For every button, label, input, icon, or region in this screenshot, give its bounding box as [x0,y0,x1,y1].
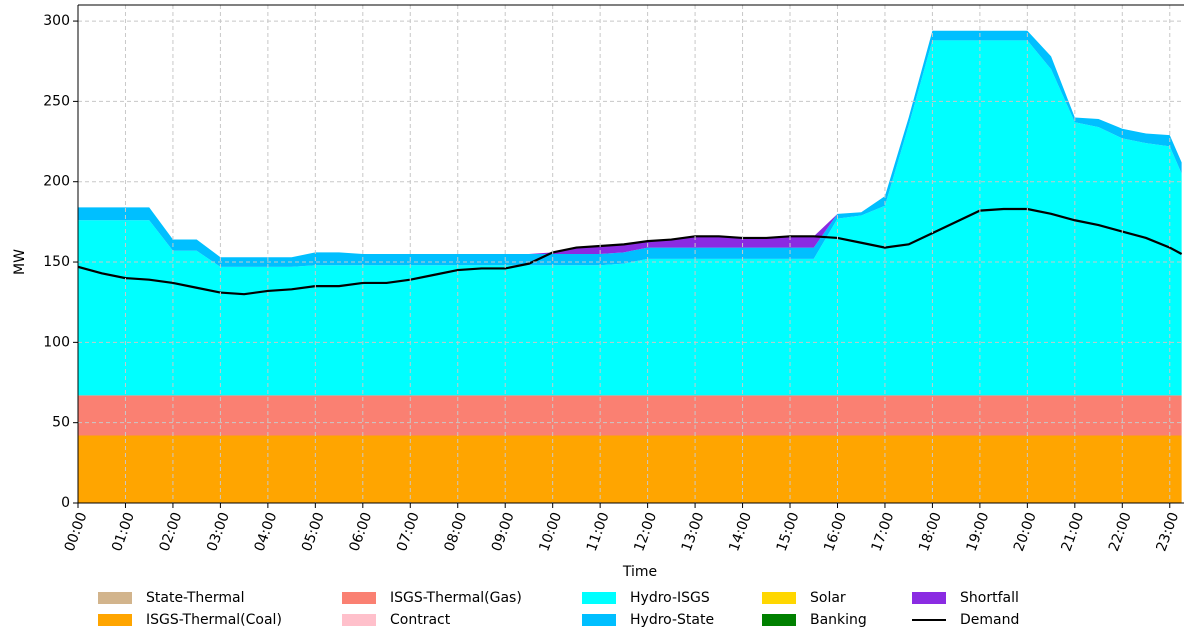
area [78,40,1182,396]
legend-label: Solar [810,590,846,606]
x-tick-label: 15:00 [774,510,803,553]
x-tick-label: 04:00 [252,510,281,553]
y-tick-label: 200 [43,174,70,190]
y-tick-label: 250 [43,93,70,109]
legend-label: Banking [810,612,867,628]
x-tick-label: 14:00 [726,510,755,553]
x-tick-label: 09:00 [489,510,518,553]
x-tick-label: 02:00 [157,510,186,553]
x-tick-label: 07:00 [394,510,423,553]
y-axis-label: MW [12,249,28,275]
y-tick-label: 150 [43,254,70,270]
x-tick-label: 06:00 [346,510,375,553]
x-tick-label: 00:00 [62,510,91,553]
plot-area [78,30,1183,503]
x-tick-label: 18:00 [916,510,945,553]
area [78,435,1182,503]
x-tick-label: 08:00 [441,510,470,553]
legend-swatch [762,614,796,626]
x-tick-label: 01:00 [109,510,138,553]
legend-swatch [342,614,376,626]
x-tick-label: 12:00 [631,510,660,553]
area [78,395,1182,436]
x-tick-label: 17:00 [869,510,898,553]
x-tick-label: 13:00 [679,510,708,553]
y-tick-label: 100 [43,334,70,350]
x-tick-label: 11:00 [584,510,613,553]
legend-label: ISGS-Thermal(Gas) [390,590,522,606]
x-tick-label: 03:00 [204,510,233,553]
legend-label: ISGS-Thermal(Coal) [146,612,282,628]
x-tick-label: 10:00 [536,510,565,553]
legend-label: Demand [960,612,1019,628]
x-tick-label: 22:00 [1106,510,1135,553]
x-axis-label: Time [622,564,657,580]
y-tick-label: 0 [61,495,70,511]
legend-swatch [342,592,376,604]
demand-line [78,207,1183,296]
legend-label: Shortfall [960,590,1019,606]
y-tick-label: 50 [52,415,70,431]
legend-swatch [582,592,616,604]
legend-label: Hydro-ISGS [630,590,710,606]
legend-label: Hydro-State [630,612,714,628]
legend-label: State-Thermal [146,590,244,606]
legend-swatch [762,592,796,604]
x-tick-label: 21:00 [1059,510,1088,553]
legend-label: Contract [390,612,451,628]
area [78,30,1182,267]
legend-swatch [912,592,946,604]
x-tick-label: 19:00 [964,510,993,553]
x-tick-label: 20:00 [1011,510,1040,553]
legend-swatch [98,614,132,626]
x-tick-label: 23:00 [1153,510,1182,553]
y-tick-label: 300 [43,13,70,29]
legend-swatch [582,614,616,626]
x-tick-label: 16:00 [821,510,850,553]
x-tick-label: 05:00 [299,510,328,553]
legend-swatch [98,592,132,604]
